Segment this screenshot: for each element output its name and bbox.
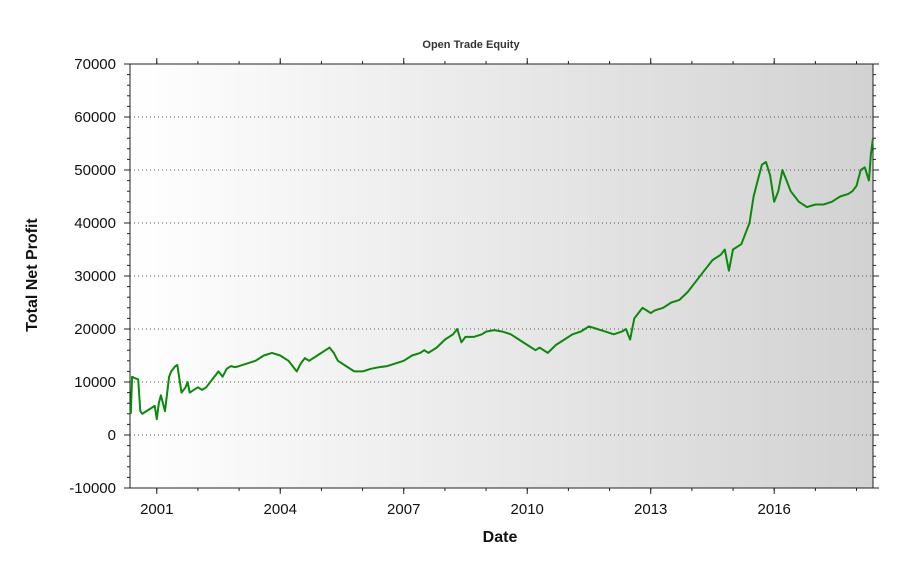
y-tick-label: -10000 (69, 480, 116, 497)
chart-title: Open Trade Equity (422, 39, 520, 51)
x-tick-label: 2010 (511, 501, 544, 518)
x-tick-label: 2001 (140, 501, 173, 518)
series-layer (129, 138, 874, 421)
y-tick-label: 20000 (74, 321, 116, 338)
equity-line (129, 138, 874, 421)
y-tick-label: 40000 (74, 215, 116, 232)
y-tick-label: 50000 (74, 162, 116, 179)
y-tick-label: 60000 (74, 109, 116, 126)
plot-area (129, 63, 874, 489)
y-axis-tick-labels: 70000 60000 50000 40000 30000 20000 10000 0 -100… (69, 56, 116, 497)
axis-ticks (124, 58, 879, 494)
y-axis-title: Total Net Profit (24, 218, 41, 332)
y-tick-label: 70000 (74, 56, 116, 73)
y-tick-label: 30000 (74, 268, 116, 285)
y-tick-label: 10000 (74, 374, 116, 391)
y-tick-label: 0 (108, 427, 116, 444)
x-axis-title: Date (483, 529, 518, 546)
x-tick-label: 2004 (264, 501, 297, 518)
x-axis-tick-labels: 2001 2004 2007 2010 2013 2016 (140, 501, 791, 518)
x-tick-label: 2016 (758, 501, 791, 518)
x-tick-label: 2013 (634, 501, 667, 518)
x-tick-label: 2007 (387, 501, 420, 518)
